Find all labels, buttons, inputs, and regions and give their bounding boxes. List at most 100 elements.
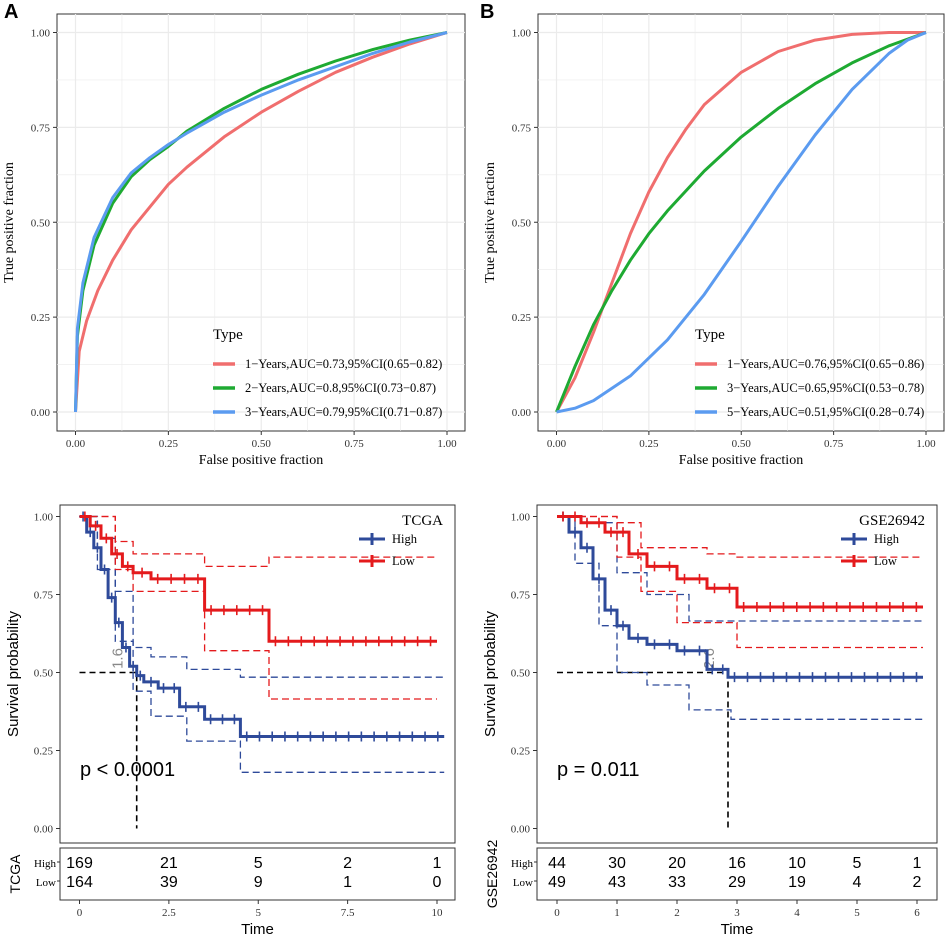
risk-count: 21 [160,855,178,872]
risk-count: 2 [913,874,922,891]
x-tick-label: 10 [432,907,444,919]
censor-mark [607,605,615,616]
censor-mark [193,573,202,584]
legend-key-high [359,533,385,545]
risk-count: 44 [548,855,566,872]
censor-mark [607,527,615,538]
roc-chart-b: 0.00 0.25 0.50 0.75 1.00 0.00 0.25 0.50 0.75 1.00… [483,13,945,468]
panel-letter-a: A [4,1,18,23]
censor-mark [114,617,123,628]
y-tick-label: 0.25 [512,312,532,324]
legend-label-2: 2−Years,AUC=0.8,95%CI(0.73−0.87) [245,381,436,395]
censor-mark [433,731,442,742]
ci-lower-low [79,515,437,700]
censor-mark [832,601,841,612]
x-axis-label: False positive fraction [199,453,323,468]
censor-mark [331,731,340,742]
x-tick-label: 0 [554,907,560,919]
roc-curve-2 [555,31,927,413]
x-tick-label: 5 [256,907,262,919]
censor-mark [218,714,227,725]
censor-mark [93,542,102,553]
legend-label-3: 5−Years,AUC=0.51,95%CI(0.28−0.74) [727,405,924,419]
censor-mark [619,620,627,631]
censor-mark [395,731,404,742]
censor-mark [718,664,727,675]
panel-letter-b: B [480,1,494,23]
censor-mark [153,573,162,584]
censor-mark [80,511,89,522]
censor-mark [387,636,396,647]
censor-mark [348,636,357,647]
censor-mark [847,672,856,683]
censor-mark [100,564,109,575]
censor-mark [650,639,659,650]
risk-count: 19 [788,874,806,891]
censor-mark [756,672,765,683]
censor-mark [219,605,228,616]
censor-mark [650,561,659,572]
censor-mark [680,645,689,656]
km-chart-gse26942: 0.00 0.25 0.50 0.75 1.00 Survival probability… [482,504,938,938]
censor-mark [859,601,868,612]
censor-mark [559,511,567,522]
risk-row-label-high: High [34,858,57,870]
risk-count: 0 [433,874,442,891]
risk-count: 29 [728,874,746,891]
censor-mark [912,601,921,612]
risk-count: 1 [913,855,922,872]
x-tick-label: 0.50 [252,438,272,450]
risk-row-label-high: High [511,858,534,870]
censor-mark [180,573,189,584]
legend-label-1: 1−Years,AUC=0.73,95%CI(0.65−0.82) [245,357,442,371]
censor-mark [766,601,775,612]
median-label: 1.6 [110,648,127,669]
km-title: TCGA [402,513,443,529]
censor-mark [782,672,791,683]
censor-mark [899,601,908,612]
risk-table-panel [59,847,456,901]
censor-mark [382,731,391,742]
risk-count: 30 [608,855,626,872]
censor-mark [912,672,921,683]
km-title: GSE26942 [859,513,925,529]
x-axis-label: Time [721,921,754,938]
risk-count: 169 [66,855,93,872]
legend-label-2: 3−Years,AUC=0.65,95%CI(0.53−0.78) [727,381,924,395]
censor-mark [232,605,241,616]
x-tick-label: 1.00 [916,438,936,450]
risk-count: 5 [254,855,263,872]
y-tick-label: 1.00 [34,512,54,524]
roc-curve-3 [74,31,448,413]
y-tick-label: 0.75 [31,122,51,134]
censor-mark [374,636,383,647]
y-tick-label: 0.50 [511,668,531,680]
censor-mark [138,567,147,578]
censor-mark [595,517,603,528]
x-tick-label: 0.50 [732,438,752,450]
survival-curve-low [557,515,923,609]
censor-mark [86,527,95,538]
censor-mark [207,605,216,616]
censor-mark [665,561,674,572]
censor-mark [258,605,267,616]
y-axis-label: True positive fraction [483,162,498,283]
risk-count: 39 [160,874,178,891]
censor-mark [899,672,908,683]
censor-mark [413,636,422,647]
legend-key-low [359,555,385,567]
x-tick-label: 0.00 [66,438,86,450]
censor-mark [400,636,409,647]
censor-mark [792,601,801,612]
censor-mark [743,672,752,683]
censor-mark [230,714,239,725]
risk-count: 1 [343,874,352,891]
censor-mark [206,714,215,725]
risk-count: 10 [788,855,806,872]
censor-mark [421,731,430,742]
risk-row-label-low: Low [513,877,533,889]
legend-key-low [841,555,867,567]
censor-mark [310,636,319,647]
censor-mark [571,511,579,522]
